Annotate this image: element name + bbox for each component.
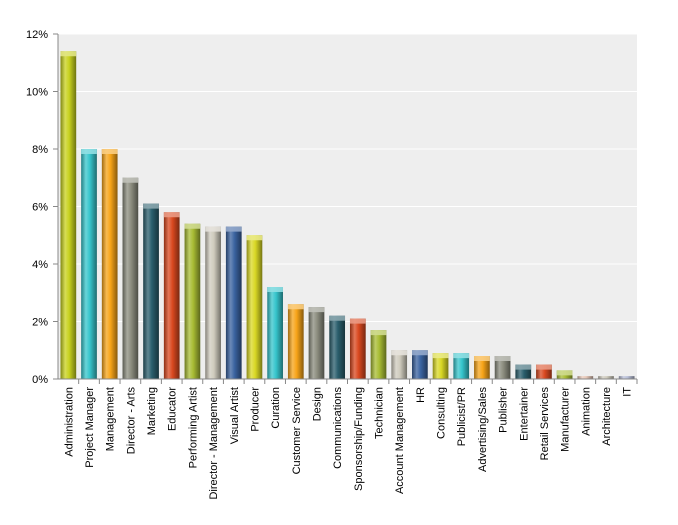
bar-cap	[391, 350, 408, 356]
x-category-label: Architecture	[601, 387, 613, 446]
x-category-label: Publicist/PR	[456, 387, 468, 446]
bar-hr	[412, 350, 428, 379]
bar-management	[101, 149, 118, 379]
bar-administration	[60, 51, 77, 379]
x-category-label: Management	[105, 387, 117, 451]
x-category-label: Administration	[63, 387, 75, 457]
bar-producer	[246, 235, 263, 379]
bar-cap	[163, 212, 180, 218]
bar-visual-artist	[225, 226, 242, 379]
bar-design	[308, 307, 325, 379]
bar-director-management	[205, 226, 221, 379]
bar-it	[618, 376, 635, 379]
bar-architecture	[598, 376, 614, 379]
x-axis: Administration Project Manager Management D…	[53, 378, 638, 500]
x-category-label: Educator	[167, 387, 179, 431]
x-category-label: Director - Management	[208, 387, 220, 500]
x-category-label: Visual Artist	[229, 387, 241, 444]
bar-cap	[308, 307, 325, 313]
y-axis: 0% 2% 4% 6% 8% 10% 12%	[26, 29, 59, 386]
bar-cap	[225, 226, 242, 232]
bar-cap	[432, 353, 449, 359]
x-category-label: Design	[311, 387, 323, 421]
y-tick-label: 4%	[32, 259, 48, 271]
bar-marketing	[143, 203, 159, 379]
x-category-label: Marketing	[146, 387, 158, 435]
bar-cap	[453, 353, 470, 359]
x-category-label: Account Management	[394, 387, 406, 494]
bar-cap	[205, 226, 221, 232]
x-category-label: Retail Services	[539, 387, 551, 461]
bar-cap	[287, 304, 304, 310]
bar-cap	[494, 356, 511, 361]
y-tick-label: 8%	[32, 144, 48, 156]
bar-technician	[370, 330, 387, 379]
bar-account-management	[391, 350, 408, 379]
x-category-label: Publisher	[498, 387, 510, 433]
bar-educator	[163, 212, 180, 379]
x-category-label: Technician	[374, 387, 386, 439]
bars	[60, 51, 635, 379]
bar-cap	[329, 315, 346, 321]
x-category-label: Performing Artist	[187, 387, 199, 468]
bar-cap	[349, 318, 366, 324]
bar-cap	[267, 287, 283, 292]
y-tick-label: 10%	[26, 87, 48, 99]
bar-cap	[101, 149, 118, 154]
bar-cap	[184, 223, 201, 229]
bar-cap	[412, 350, 428, 356]
bar-communications	[329, 315, 346, 379]
x-category-label: Consulting	[436, 387, 448, 439]
x-category-label: Sponsorship/Funding	[353, 387, 365, 491]
y-tick-label: 12%	[26, 29, 48, 41]
x-category-label: Communications	[332, 387, 344, 469]
y-tick-label: 6%	[32, 202, 48, 214]
x-category-label: HR	[415, 387, 427, 403]
bar-publicist-pr	[453, 353, 470, 379]
bar-cap	[143, 203, 159, 209]
x-category-label: Customer Service	[291, 387, 303, 474]
x-category-label: IT	[622, 387, 634, 397]
x-category-label: Animation	[580, 387, 592, 436]
x-category-label: Producer	[249, 387, 261, 432]
bar-project-manager	[81, 149, 97, 379]
bar-cap	[122, 177, 139, 183]
bar-cap	[246, 235, 263, 241]
bar-consulting	[432, 353, 449, 379]
bar-cap	[60, 51, 77, 57]
x-category-label: Director - Arts	[125, 387, 137, 455]
bar-advertising-sales	[474, 356, 490, 379]
x-category-label: Entertainer	[518, 387, 530, 441]
bar-publisher	[494, 356, 511, 379]
bar-animation	[577, 376, 594, 379]
bar-cap	[515, 364, 532, 370]
x-category-label: Manufacturer	[560, 387, 572, 452]
bar-cap	[370, 330, 387, 336]
bar-sponsorship-funding	[349, 318, 366, 379]
bar-cap	[81, 149, 97, 154]
x-category-label: Curation	[270, 387, 282, 429]
bar-cap	[474, 356, 490, 361]
x-category-label: Project Manager	[84, 387, 96, 468]
y-tick-label: 2%	[32, 317, 48, 329]
bar-cap	[536, 364, 552, 370]
bar-director-arts	[122, 177, 139, 379]
bar-curation	[267, 287, 283, 379]
bar-performing-artist	[184, 223, 201, 379]
x-category-label: Advertising/Sales	[477, 387, 489, 472]
y-tick-label: 0%	[32, 374, 48, 386]
bar-customer-service	[287, 304, 304, 379]
bar-cap	[556, 370, 573, 376]
